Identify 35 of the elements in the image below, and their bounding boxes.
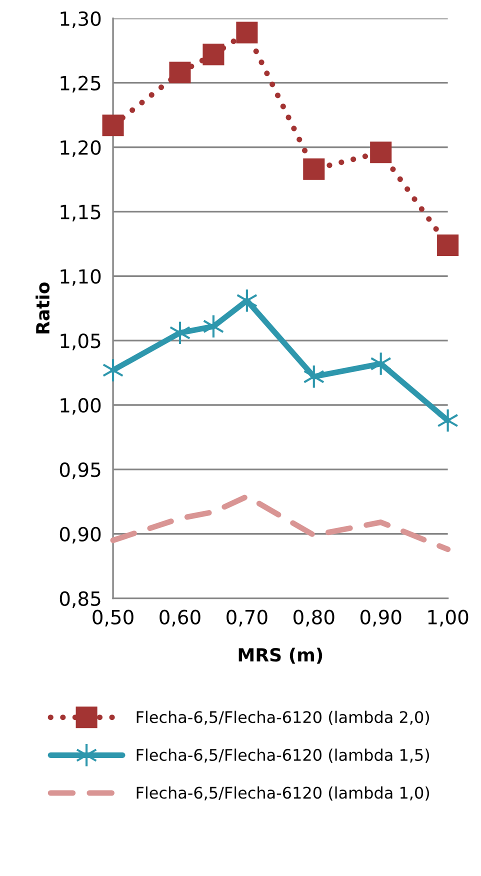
x-tick-label: 1,00 xyxy=(428,610,468,626)
y-tick-label: 1,25 xyxy=(60,76,100,92)
y-tick-label: 0,95 xyxy=(60,462,100,480)
x-tick-label: 0,80 xyxy=(294,610,334,626)
legend-label: Flecha-6,5/Flecha-6120 (lambda 2,0) xyxy=(136,710,430,726)
y-tick-label: 1,15 xyxy=(60,204,100,222)
point xyxy=(102,114,124,136)
point xyxy=(102,358,124,382)
point xyxy=(370,142,392,164)
point xyxy=(202,44,224,66)
point xyxy=(236,288,258,313)
point xyxy=(303,364,325,389)
y-tick-label: 1,05 xyxy=(60,334,100,350)
y-axis-title: Ratio xyxy=(36,282,50,334)
point xyxy=(437,234,459,256)
y-tick-label: 1,10 xyxy=(60,269,101,286)
point xyxy=(202,314,224,339)
y-tick-label: 1,20 xyxy=(60,140,101,157)
point xyxy=(303,158,325,180)
point xyxy=(437,408,458,433)
legend-label: Flecha-6,5/Flecha-6120 (lambda 1,0) xyxy=(136,786,430,801)
x-tick-label: 0,50 xyxy=(92,610,134,626)
y-tick-label: 1,30 xyxy=(60,11,101,28)
legend-label: Flecha-6,5/Flecha-6120 (lambda 1,5) xyxy=(136,748,430,763)
x-tick-label: 0,90 xyxy=(360,610,402,626)
y-tick-label: 0,85 xyxy=(60,591,100,608)
point xyxy=(169,62,191,84)
x-tick-label: 0,70 xyxy=(226,610,268,626)
y-tick-label: 0,90 xyxy=(60,526,101,544)
point xyxy=(236,22,258,44)
y-tick-label: 1,00 xyxy=(60,398,101,415)
point xyxy=(169,320,191,345)
x-axis-title: MRS (m) xyxy=(238,648,322,664)
point xyxy=(370,352,392,376)
x-tick-label: 0,60 xyxy=(160,610,200,626)
